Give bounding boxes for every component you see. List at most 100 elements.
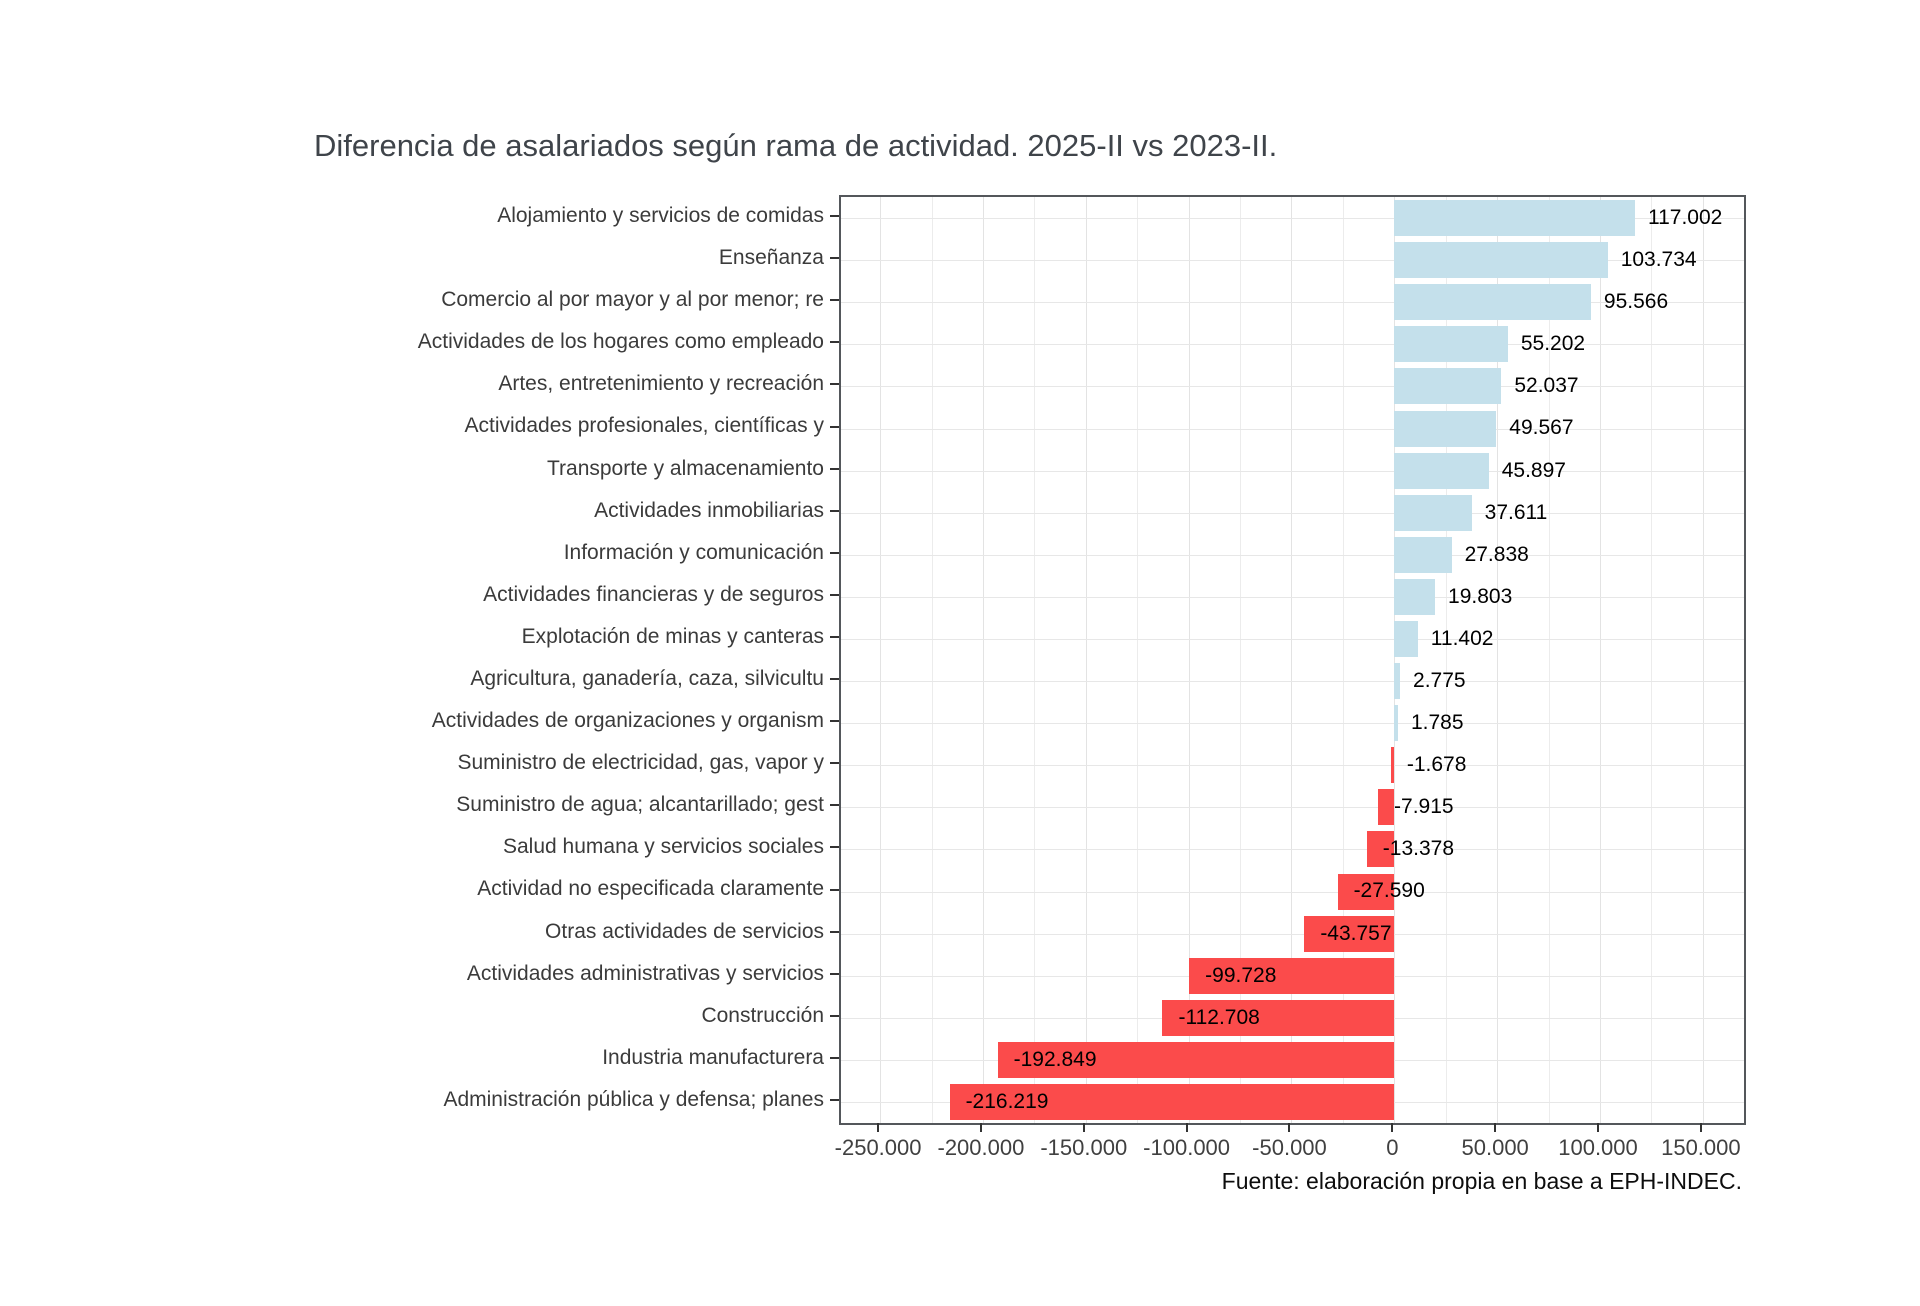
x-tick-label: -200.000 [937,1135,1025,1160]
value-label: 49.567 [1509,416,1574,440]
category-label: Alojamiento y servicios de comidas [497,204,824,227]
y-tick-mark [830,383,839,386]
x-tick-label: 150.000 [1661,1135,1741,1160]
y-tick-mark [830,257,839,260]
x-tick-mark [1082,1123,1085,1132]
value-label: 103.734 [1620,248,1697,272]
x-tick-label: 100.000 [1558,1135,1638,1160]
gridline-row [841,765,1744,767]
category-label: Salud humana y servicios sociales [503,835,824,859]
value-label: 19.803 [1448,584,1513,608]
gridline-minor [1342,197,1344,1123]
category-label: Transporte y almacenamiento [546,456,824,480]
value-label: -99.728 [1205,963,1277,987]
bar [1394,536,1452,573]
x-tick-label: -100.000 [1143,1135,1231,1160]
gridline-minor [1651,197,1653,1123]
category-label: Industria manufacturera [602,1045,824,1069]
bar [1394,410,1497,447]
y-tick-mark [830,804,839,807]
bar [1394,705,1398,742]
category-label: Enseñanza [718,246,824,270]
category-label: Actividades administrativas y servicios [466,961,824,985]
y-tick-mark [830,425,839,428]
y-tick-mark [830,1014,839,1017]
gridline-row [841,638,1744,640]
gridline-row [841,596,1744,598]
y-tick-mark [830,215,839,218]
gridline-major [1394,197,1396,1123]
x-tick-mark [979,1123,982,1132]
gridline-minor [1548,197,1550,1123]
y-tick-mark [830,551,839,554]
y-tick-mark [830,1056,839,1059]
bar [1394,663,1401,700]
category-label: Suministro de electricidad, gas, vapor y [457,751,824,775]
category-label: Suministro de agua; alcantarillado; gest [456,793,824,817]
bar [949,1083,1395,1120]
x-tick-mark [1699,1123,1702,1132]
gridline-minor [1445,197,1447,1123]
category-label: Comercio al por mayor y al por menor; re [441,288,824,312]
gridline-row [841,218,1744,220]
y-tick-mark [830,467,839,470]
bar [1394,326,1508,363]
category-label: Construcción [701,1003,824,1027]
category-label: Agricultura, ganadería, caza, silvicultu [470,667,824,690]
category-label: Artes, entretenimiento y recreación [498,372,824,396]
x-tick-mark [1288,1123,1291,1132]
gridline-row [841,723,1744,725]
bar [1394,578,1436,615]
bar [1394,242,1608,279]
category-label: Actividades inmobiliarias [594,498,824,522]
value-label: -43.757 [1320,921,1392,945]
y-tick-mark [830,1098,839,1101]
gridline-minor [1240,197,1242,1123]
x-tick-label: -150.000 [1040,1135,1128,1160]
gridline-minor [1034,197,1036,1123]
category-label: Actividades profesionales, científicas y [464,414,824,438]
y-tick-mark [830,720,839,723]
gridline-row [841,554,1744,556]
value-label: 11.402 [1430,626,1494,650]
category-label: Actividad no especificada claramente [477,877,824,901]
value-label: 117.002 [1647,206,1723,229]
y-tick-mark [830,846,839,849]
gridline-major [982,197,984,1123]
category-label: Explotación de minas y canteras [521,624,824,648]
category-label: Actividades financieras y de seguros [483,582,824,606]
gridline-minor [931,197,933,1123]
bar [1189,957,1395,994]
bar [1394,494,1472,531]
value-label: -216.219 [965,1089,1049,1113]
bar [997,1041,1395,1078]
gridline-row [841,428,1744,430]
gridline-row [841,807,1744,809]
value-label: -13.378 [1382,837,1455,861]
value-label: -7.915 [1394,795,1454,819]
gridline-row [841,470,1744,472]
bar [1366,831,1395,868]
value-label: 27.838 [1464,542,1529,566]
x-tick-label: -250.000 [834,1135,922,1160]
gridline-major [1600,197,1601,1123]
source-caption: Fuente: elaboración propia en base a EPH… [1221,1168,1742,1194]
x-tick-mark [1391,1123,1394,1132]
chart-title: Diferencia de asalariados según rama de … [314,128,1278,163]
value-label: -1.678 [1406,753,1467,777]
y-tick-mark [830,762,839,765]
category-label: Otras actividades de servicios [545,919,824,943]
gridline-row [841,933,1744,935]
y-tick-mark [830,888,839,891]
x-tick-label: 50.000 [1461,1135,1529,1160]
y-tick-mark [830,299,839,302]
bar [1378,789,1395,826]
bar [1304,915,1395,952]
y-tick-mark [830,509,839,512]
x-tick-mark [1597,1123,1599,1132]
bar [1390,747,1395,784]
bar [1394,452,1489,489]
value-label: 37.611 [1484,500,1548,524]
x-tick-label: 0 [1386,1135,1399,1160]
